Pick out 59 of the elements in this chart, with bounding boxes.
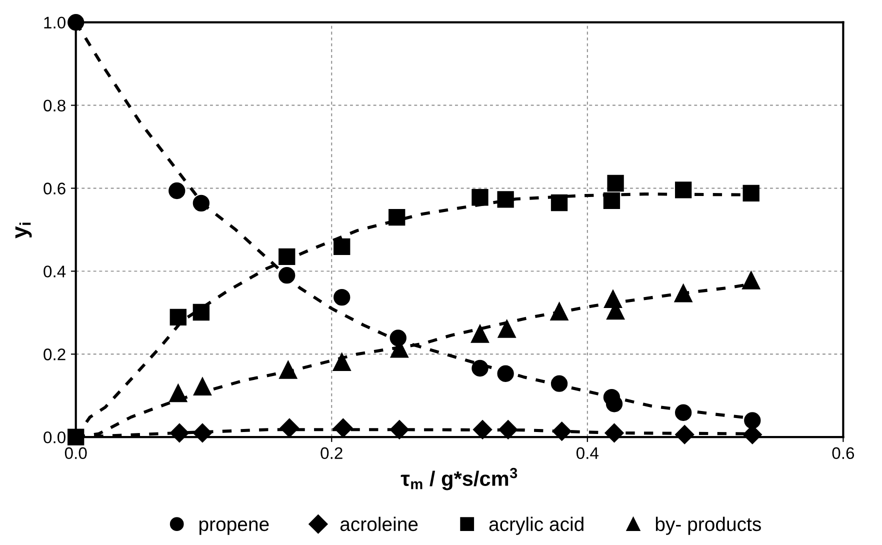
point [192, 423, 212, 442]
point [550, 302, 568, 320]
x-tick-label: 0.2 [320, 447, 342, 460]
point [334, 238, 350, 256]
point [390, 420, 409, 440]
point [279, 360, 298, 379]
point [604, 423, 624, 442]
point [606, 396, 623, 412]
legend-label: by- products [656, 516, 761, 535]
point [192, 304, 210, 321]
y-axis-title: y$_{i}$ [15, 222, 32, 238]
point [278, 267, 296, 284]
x-axis-title: τ$_{m}$ / g*s/cm$^{3}$ [400, 468, 518, 490]
point [470, 324, 490, 343]
x-tick-label: 0.0 [64, 447, 87, 460]
point [674, 182, 692, 198]
point [334, 418, 353, 438]
legend-label: acroleine [340, 516, 418, 532]
point [550, 194, 568, 212]
point [193, 377, 212, 396]
point [552, 422, 572, 441]
point [497, 191, 514, 208]
point [603, 192, 620, 210]
y-tick-label: 1.0 [44, 16, 66, 29]
point [472, 360, 488, 377]
point [742, 184, 760, 202]
point [68, 428, 84, 446]
x-tick-label: 0.4 [576, 447, 599, 460]
point [744, 412, 761, 429]
point [334, 288, 350, 306]
point [498, 320, 516, 338]
y-tick-label: 0.6 [44, 182, 66, 194]
legend-label: propene [199, 520, 269, 535]
point [550, 375, 568, 392]
y-tick-label: 0.4 [44, 266, 66, 278]
point [280, 418, 299, 438]
point [674, 284, 692, 302]
point [169, 384, 188, 402]
point [192, 194, 210, 212]
point [332, 352, 351, 372]
point [278, 248, 296, 266]
point [168, 182, 186, 200]
point [472, 189, 488, 206]
point [68, 14, 84, 31]
point [473, 420, 492, 440]
point [170, 308, 186, 326]
point [674, 404, 692, 421]
point [675, 425, 694, 444]
x-tick-label: 0.6 [832, 447, 854, 460]
point [607, 174, 624, 192]
point [170, 423, 189, 442]
point [388, 208, 406, 226]
legend-label: acrylic acid [489, 516, 584, 535]
y-tick-label: 0.8 [44, 100, 66, 112]
point [498, 420, 518, 440]
y-tick-label: 0.0 [44, 431, 66, 444]
y-tick-label: 0.2 [44, 348, 66, 360]
point [742, 271, 760, 290]
point [497, 365, 514, 382]
